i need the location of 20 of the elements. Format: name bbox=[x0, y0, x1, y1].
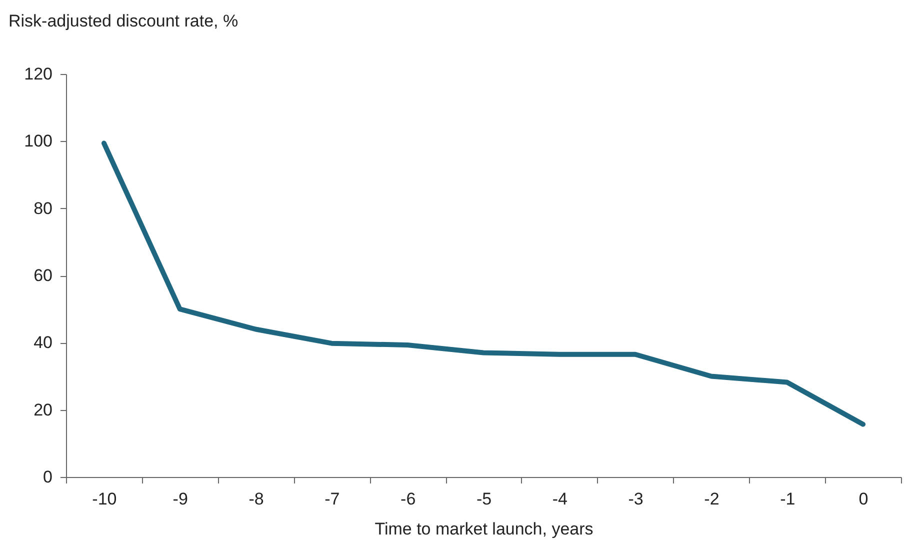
x-tick-label: -9 bbox=[172, 490, 188, 508]
y-tick-label: 20 bbox=[34, 400, 52, 420]
y-tick-label: 100 bbox=[24, 132, 52, 151]
y-tick-label: 40 bbox=[34, 333, 52, 352]
x-tick-label: -10 bbox=[92, 490, 117, 508]
y-axis-title: Risk-adjusted discount rate, % bbox=[8, 12, 238, 30]
x-tick-label: -5 bbox=[476, 490, 492, 508]
x-tick-label: -4 bbox=[552, 490, 568, 508]
y-tick-label: 120 bbox=[24, 64, 52, 84]
x-tick-label: -7 bbox=[324, 490, 340, 508]
x-tick-label: -8 bbox=[248, 490, 264, 508]
y-tick-label: 0 bbox=[43, 468, 52, 486]
x-tick-label: -2 bbox=[704, 490, 720, 508]
y-tick-label: 60 bbox=[34, 266, 52, 285]
x-tick-label: -3 bbox=[628, 490, 644, 508]
x-tick-label: 0 bbox=[858, 490, 868, 508]
x-tick-label: -1 bbox=[780, 490, 796, 508]
x-tick-label: -6 bbox=[400, 490, 416, 508]
y-tick-label: 80 bbox=[34, 198, 52, 218]
x-axis-title: Time to market launch, years bbox=[374, 520, 594, 538]
